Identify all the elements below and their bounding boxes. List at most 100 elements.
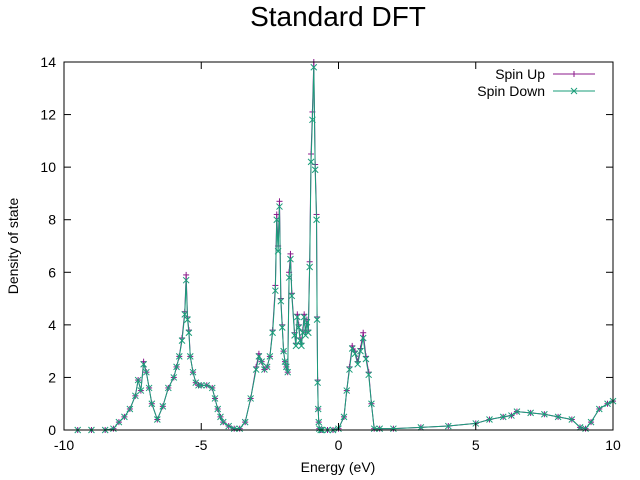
data-point [208,384,216,392]
data-point [181,310,189,318]
data-point [281,358,289,366]
data-point [252,366,260,373]
data-point [370,425,378,433]
data-point [354,360,362,368]
chart-title: Standard DFT [250,1,426,32]
data-point [288,292,296,300]
x-tick-label: -5 [195,437,208,453]
data-point [284,368,292,376]
data-point [263,363,271,371]
data-point [175,353,183,360]
data-point [368,400,375,408]
x-axis: -10 -5 0 5 10 [54,62,621,453]
data-point [173,363,180,371]
data-point [287,255,294,263]
legend-label: Spin Down [477,83,545,99]
data-point [140,360,147,368]
data-point [110,425,117,433]
data-point [230,425,238,433]
data-point [362,355,370,363]
data-point [359,334,367,342]
data-point [273,216,281,224]
data-point [134,376,142,384]
data-point [183,271,190,278]
data-point [185,329,193,337]
data-point [178,337,186,344]
data-point [313,316,321,323]
data-point [300,313,308,321]
data-point [276,198,283,205]
data-point [541,410,548,418]
x-tick-label: 0 [335,437,343,453]
data-point [298,342,305,350]
data-point [296,337,304,344]
data-point [304,329,312,337]
data-point [164,384,172,392]
data-point [303,318,311,326]
data-point [587,418,595,426]
data-point [513,408,521,415]
data-point [604,400,611,408]
data-point [214,405,222,413]
data-point [348,345,356,352]
data-point [346,366,353,373]
data-point [486,416,493,423]
series-line [77,67,614,431]
legend-label: Spin Up [495,66,545,82]
data-point [576,424,584,431]
series-spin-down [74,63,617,434]
y-tick-label: 4 [48,317,56,333]
y-axis-label: Density of state [5,198,21,295]
data-point [159,402,167,410]
x-tick-label: 10 [605,437,621,453]
data-point [278,324,286,331]
data-point [277,297,285,305]
data-point [189,368,197,376]
data-point [225,422,233,430]
data-point [293,313,301,321]
data-point [153,416,161,423]
data-point [203,381,211,389]
data-point [121,413,128,421]
legend-item: Spin Down [477,83,595,99]
data-point [444,422,452,430]
data-point [269,329,276,337]
data-point [195,381,202,389]
data-point [417,424,425,431]
data-point [197,381,205,389]
data-point [295,324,303,331]
data-point [314,379,321,387]
data-point [274,247,282,255]
legend-item: Spin Up [495,66,595,82]
data-point [315,418,323,426]
data-point [182,276,190,284]
data-point [343,387,351,394]
data-point [142,368,150,376]
data-point [272,287,279,295]
data-point [595,405,603,413]
series-spin-up [74,59,616,433]
data-point [376,425,384,433]
data-point [217,413,224,421]
data-point [292,342,300,350]
data-point [314,405,322,413]
y-tick-label: 6 [48,264,56,280]
data-point [115,418,123,426]
data-point [313,216,320,224]
data-point [527,409,535,417]
data-point [132,392,139,400]
data-point [340,413,348,421]
data-point [365,371,373,379]
data-point [137,387,145,394]
data-point [357,347,364,355]
data-point [554,413,562,421]
data-point [310,63,318,71]
data-point [145,384,153,392]
data-point [241,418,249,426]
data-point [499,413,507,421]
data-point [258,358,265,366]
y-tick-label: 0 [48,422,56,438]
data-point [582,425,589,433]
